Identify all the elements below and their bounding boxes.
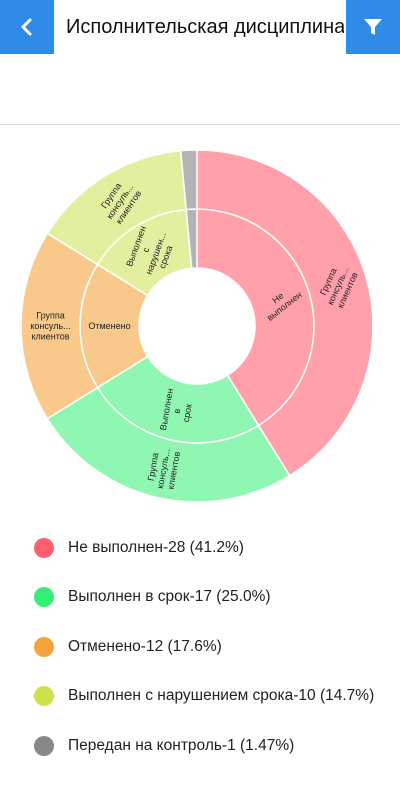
legend-item[interactable]: Не выполнен-28 (41.2%) — [34, 533, 244, 563]
legend-label: Выполнен с нарушением срока-10 (14.7%) — [68, 687, 375, 704]
legend-item[interactable]: Выполнен в срок-17 (25.0%) — [34, 582, 271, 612]
legend-dot — [34, 637, 54, 657]
inner-segment-label: Отменено — [88, 321, 130, 331]
outer-ring-segment[interactable] — [179, 149, 198, 211]
legend-dot — [34, 538, 54, 558]
sunburst-chart: Невыполнен Выполненвсрок Отменено Выполненс… — [0, 125, 400, 525]
page-title: Исполнительская дисциплина — [66, 16, 344, 38]
content-header-area — [0, 54, 400, 124]
legend-label: Передан на контроль-1 (1.47%) — [68, 737, 295, 754]
back-button[interactable] — [0, 0, 54, 54]
outer-ring-segment[interactable] — [196, 149, 374, 477]
outer-ring-segment[interactable] — [46, 386, 291, 503]
legend-item[interactable]: Отменено-12 (17.6%) — [34, 632, 222, 662]
legend-label: Не выполнен-28 (41.2%) — [68, 539, 244, 556]
chevron-left-icon — [21, 18, 32, 36]
legend-dot — [34, 686, 54, 706]
filter-icon — [364, 19, 382, 35]
legend-dot — [34, 587, 54, 607]
divider — [0, 124, 400, 125]
legend-label: Отменено-12 (17.6%) — [68, 638, 222, 655]
sunburst-svg: НевыполненВыполненвсрокОтмененоВыполненс… — [20, 149, 374, 503]
legend-dot — [34, 736, 54, 756]
legend-label: Выполнен в срок-17 (25.0%) — [68, 588, 271, 605]
legend-item[interactable]: Выполнен с нарушением срока-10 (14.7%) — [34, 681, 374, 711]
filter-button[interactable] — [346, 0, 400, 54]
legend-item[interactable]: Передан на контроль-1 (1.47%) — [34, 731, 294, 761]
top-bar: Исполнительская дисциплина — [0, 0, 400, 54]
